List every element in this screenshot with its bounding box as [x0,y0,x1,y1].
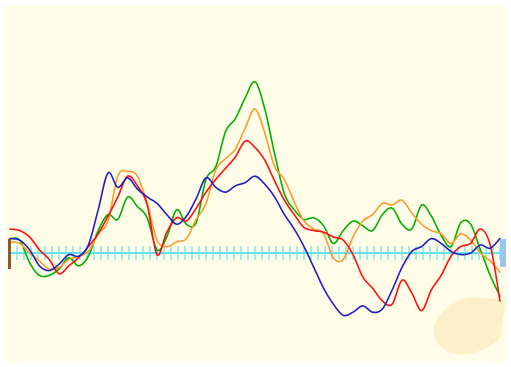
watermark-blob [433,297,506,355]
series-lines [9,80,501,317]
series-line-2 [9,108,501,273]
watermark-shape [433,297,506,355]
end-marker [500,239,506,267]
series-line-4 [9,171,501,317]
series-line-3 [9,139,501,312]
series-line-1 [9,80,501,297]
chart-panel [5,5,506,362]
start-marker [8,239,11,269]
baseline-markers [8,239,506,269]
